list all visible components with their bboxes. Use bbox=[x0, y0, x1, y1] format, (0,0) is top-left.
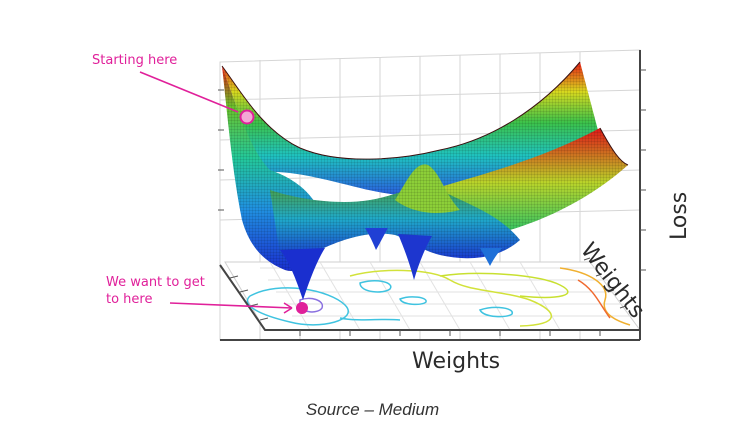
start-label: Starting here bbox=[92, 53, 177, 68]
surface-local-minimum-3 bbox=[480, 248, 502, 266]
x-axis-label: Weights bbox=[412, 349, 500, 374]
goal-point-marker bbox=[296, 302, 308, 314]
goal-label-line2: to here bbox=[106, 292, 152, 307]
goal-arrow bbox=[169, 302, 293, 309]
floor-plane bbox=[224, 261, 641, 331]
surface-local-minimum-2 bbox=[398, 234, 432, 280]
surface-global-minimum-funnel bbox=[280, 248, 325, 300]
start-arrow bbox=[139, 71, 239, 113]
figure-caption: Source – Medium bbox=[305, 400, 440, 419]
start-point-marker bbox=[239, 109, 255, 125]
goal-label-line1: We want to get bbox=[106, 275, 205, 290]
axes-lines bbox=[219, 50, 641, 341]
goal-annotation: We want to get to here bbox=[106, 275, 308, 314]
loss-surface bbox=[221, 61, 629, 300]
surface-local-minimum-1 bbox=[365, 228, 388, 250]
z-axis-label: Loss bbox=[667, 192, 692, 240]
start-annotation: Starting here bbox=[92, 53, 255, 125]
axis-ticks bbox=[218, 69, 646, 336]
